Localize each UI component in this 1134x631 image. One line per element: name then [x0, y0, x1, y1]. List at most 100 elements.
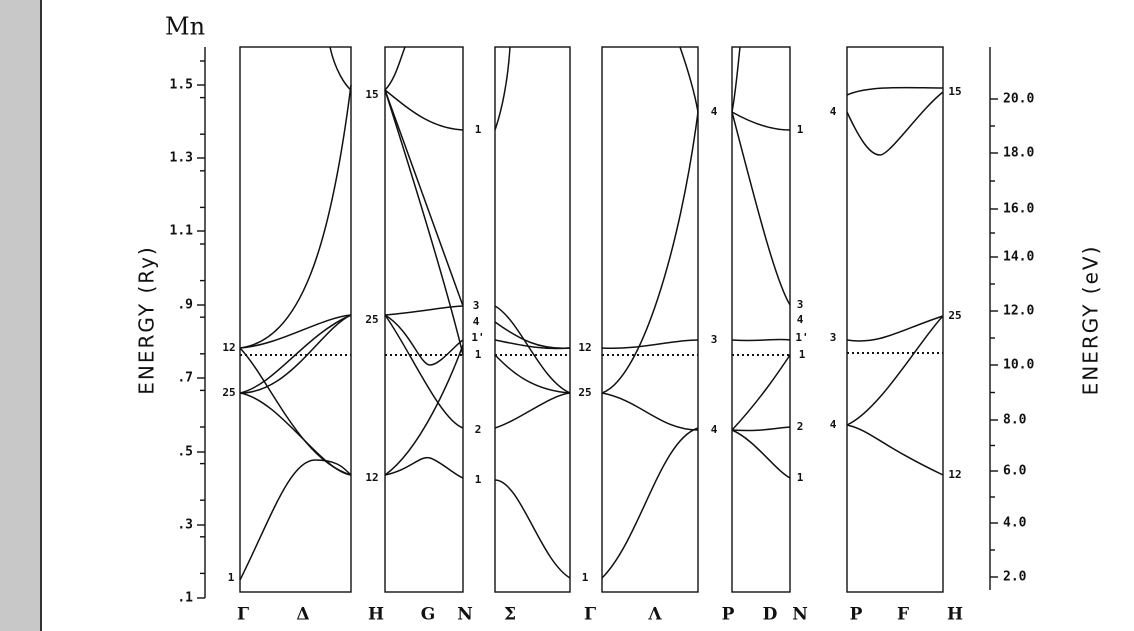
- y-tick-label-left: .5: [177, 445, 193, 460]
- band: [239, 347, 352, 476]
- panel: [601, 46, 699, 593]
- y-tick-label-right: 2.0: [1003, 570, 1027, 585]
- band: [731, 426, 791, 432]
- k-point-label: Γ: [584, 605, 596, 625]
- band: [494, 305, 571, 394]
- band-label: 12: [365, 471, 378, 484]
- band: [679, 46, 699, 113]
- y-tick-label-left: 1.3: [170, 151, 193, 166]
- k-point-label: N: [792, 605, 808, 625]
- band-label: 1: [228, 571, 235, 584]
- panel: [239, 46, 352, 593]
- k-point-label: H: [947, 605, 963, 625]
- band-label: 3: [473, 299, 480, 312]
- band: [601, 427, 699, 579]
- band-label: 2: [797, 420, 804, 433]
- band: [846, 91, 944, 156]
- panel: [494, 46, 571, 593]
- band: [239, 314, 352, 394]
- band: [384, 314, 464, 429]
- band: [384, 344, 464, 476]
- k-point-label: Δ: [296, 605, 309, 625]
- band-label: 25: [948, 309, 961, 322]
- band: [239, 314, 352, 394]
- band-label: 2: [475, 423, 482, 436]
- y-tick-label-left: .9: [177, 298, 193, 313]
- band-label: 4: [830, 418, 837, 431]
- k-point-label: Λ: [647, 605, 662, 625]
- band: [731, 46, 741, 113]
- band-label: 25: [578, 386, 591, 399]
- band-label: 25: [365, 313, 378, 326]
- band: [731, 111, 791, 306]
- band: [384, 89, 464, 356]
- band: [494, 321, 571, 349]
- band-labels: 125121525121341'121125124341341'12143415…: [222, 85, 961, 584]
- band-label: 15: [365, 88, 378, 101]
- ticks: .1 .3 .5 .7 .9 1.1 1.3 1.5 2.0 4.0 6.0 8.0 10.0 12.0 1…: [170, 60, 1034, 625]
- band: [239, 459, 352, 581]
- band: [731, 111, 791, 131]
- band: [601, 392, 699, 431]
- k-point-label: N: [457, 605, 473, 625]
- band-label: 1: [475, 473, 482, 486]
- band: [384, 314, 464, 366]
- bands: [239, 46, 944, 581]
- k-point-label: D: [763, 605, 778, 625]
- band: [601, 339, 699, 350]
- band-label: 1: [582, 571, 589, 584]
- band-label: 4: [830, 105, 837, 118]
- band: [846, 86, 944, 96]
- k-point-label: G: [421, 605, 436, 625]
- band: [329, 46, 352, 91]
- band: [494, 354, 571, 394]
- y-tick-label-right: 4.0: [1003, 516, 1027, 531]
- band-label: 4: [797, 313, 804, 326]
- band-label: 4: [711, 105, 718, 118]
- band-label: 3: [830, 331, 837, 344]
- band-label: 12: [222, 341, 235, 354]
- band: [601, 111, 699, 394]
- band: [384, 305, 464, 316]
- y-tick-label-right: 16.0: [1003, 202, 1034, 217]
- band: [731, 429, 791, 479]
- panel: [731, 46, 791, 593]
- band-label: 12: [948, 468, 961, 481]
- band-label: 1: [797, 471, 804, 484]
- y-tick-label-right: 8.0: [1003, 413, 1027, 428]
- band: [846, 315, 944, 342]
- title: Mn: [165, 13, 205, 41]
- band-label: 1': [471, 331, 484, 344]
- k-point-label: Σ: [504, 605, 516, 625]
- band-label: 25: [222, 386, 235, 399]
- band-label: 1: [475, 123, 482, 136]
- y-tick-label-left: .1: [177, 591, 193, 606]
- band-label: 1: [475, 348, 482, 361]
- y-axis-right-label: ENERGY (eV): [1079, 245, 1103, 396]
- y-tick-label-right: 14.0: [1003, 250, 1034, 265]
- y-tick-label-left: .3: [177, 518, 193, 533]
- band: [494, 46, 511, 131]
- band: [384, 46, 406, 91]
- y-tick-label-right: 20.0: [1003, 92, 1034, 107]
- y-axis-left-label: ENERGY (Ry): [135, 245, 159, 394]
- band: [846, 424, 944, 476]
- band-label: 1: [797, 123, 804, 136]
- k-point-label: P: [722, 605, 735, 625]
- band-label: 15: [948, 85, 961, 98]
- band-label: 3: [797, 298, 804, 311]
- band: [731, 338, 791, 342]
- k-point-label: H: [368, 605, 384, 625]
- sidebar: [0, 0, 42, 631]
- band-label: 4: [473, 315, 480, 328]
- y-tick-label-right: 12.0: [1003, 304, 1034, 319]
- band: [494, 339, 571, 350]
- band-label: 3: [711, 333, 718, 346]
- band: [494, 479, 571, 579]
- band-label: 1': [795, 331, 808, 344]
- band-label: 1: [799, 348, 806, 361]
- band: [239, 84, 352, 349]
- band: [384, 89, 464, 131]
- band: [846, 315, 944, 426]
